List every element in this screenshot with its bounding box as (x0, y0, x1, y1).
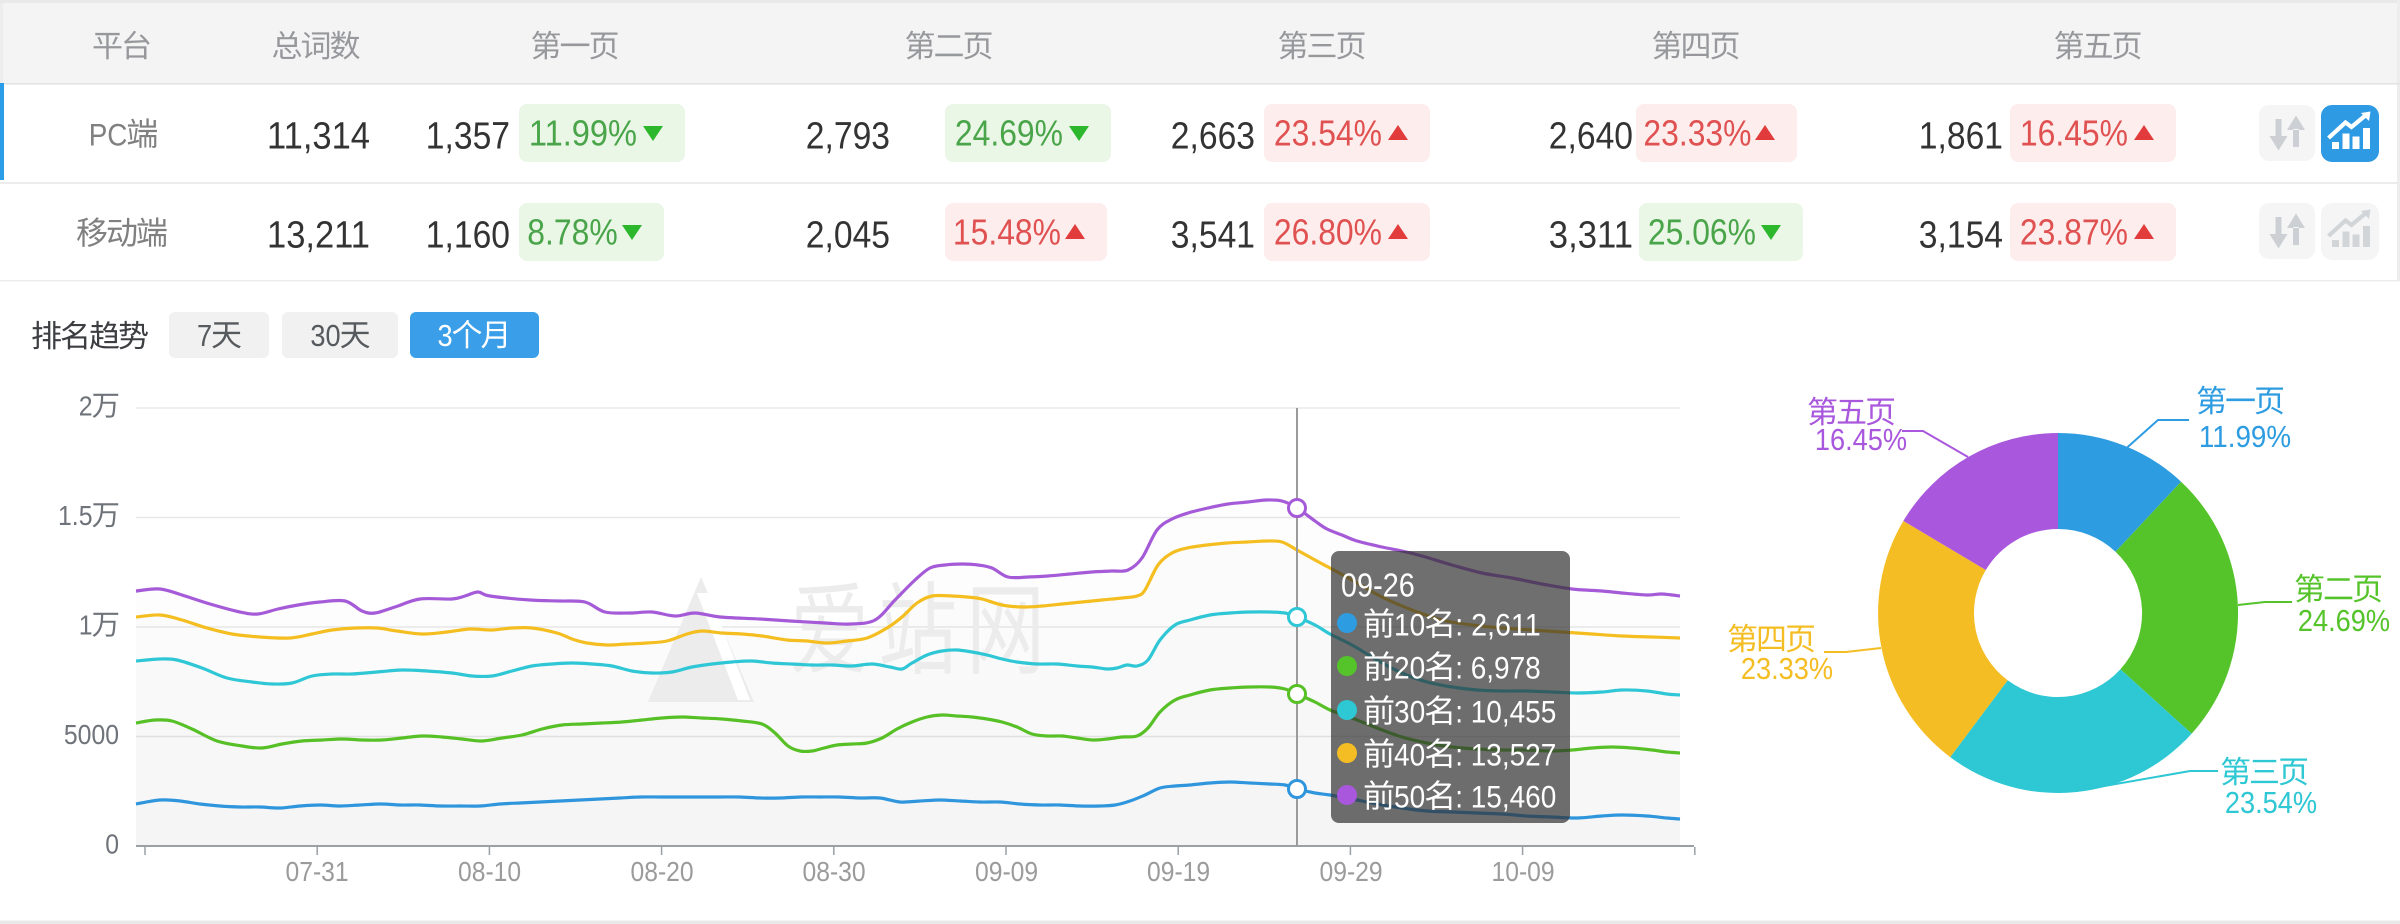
svg-text:3,541: 3,541 (1171, 214, 1255, 257)
svg-text:7: 7 (197, 318, 212, 353)
svg-text:: 10,455: : 10,455 (1455, 693, 1556, 729)
svg-text:30: 30 (1394, 693, 1425, 729)
svg-text:09-29: 09-29 (1320, 856, 1383, 887)
svg-text:PC: PC (89, 116, 128, 152)
svg-text:2,640: 2,640 (1549, 115, 1633, 158)
svg-text:16.45%: 16.45% (2020, 112, 2128, 153)
svg-text:10-09: 10-09 (1492, 856, 1555, 887)
svg-text:11.99%: 11.99% (529, 112, 637, 153)
svg-text:1,160: 1,160 (426, 214, 510, 257)
svg-text:23.54%: 23.54% (1274, 112, 1382, 153)
svg-text:23.33%: 23.33% (1741, 651, 1833, 686)
svg-text:08-30: 08-30 (803, 856, 866, 887)
svg-text:16.45%: 16.45% (1815, 422, 1907, 457)
svg-text:50: 50 (1394, 778, 1425, 814)
svg-text:3: 3 (438, 318, 453, 353)
svg-text:08-20: 08-20 (631, 856, 694, 887)
svg-text:25.06%: 25.06% (1648, 211, 1756, 252)
svg-text:07-31: 07-31 (286, 856, 349, 887)
svg-text:1: 1 (79, 610, 93, 641)
svg-text:0: 0 (105, 829, 119, 860)
svg-text:2,793: 2,793 (806, 115, 890, 158)
svg-text:: 13,527: : 13,527 (1455, 736, 1556, 772)
svg-text:24.69%: 24.69% (955, 112, 1063, 153)
svg-text:08-10: 08-10 (458, 856, 521, 887)
svg-text:3,311: 3,311 (1549, 214, 1633, 257)
svg-text:2: 2 (79, 391, 93, 422)
svg-text:23.54%: 23.54% (2225, 785, 2317, 820)
svg-text:2,045: 2,045 (806, 214, 890, 257)
svg-text:1.5: 1.5 (58, 500, 93, 531)
svg-text:1,357: 1,357 (426, 115, 510, 158)
svg-text:24.69%: 24.69% (2298, 603, 2390, 638)
svg-text:1,861: 1,861 (1919, 115, 2003, 158)
svg-text:40: 40 (1394, 736, 1425, 772)
svg-text:09-19: 09-19 (1147, 856, 1210, 887)
svg-text:11,314: 11,314 (267, 115, 370, 158)
svg-text:8.78%: 8.78% (527, 211, 617, 252)
svg-text:23.33%: 23.33% (1643, 112, 1751, 153)
svg-text:15.48%: 15.48% (953, 211, 1061, 252)
svg-text:: 6,978: : 6,978 (1455, 649, 1541, 685)
svg-text:30: 30 (310, 318, 340, 353)
svg-text:11.99%: 11.99% (2199, 419, 2291, 454)
svg-text:20: 20 (1394, 649, 1425, 685)
svg-text:2,663: 2,663 (1171, 115, 1255, 158)
svg-text:10: 10 (1394, 606, 1425, 642)
svg-text:09-26: 09-26 (1341, 567, 1415, 604)
svg-text:: 2,611: : 2,611 (1455, 606, 1541, 642)
svg-text:5000: 5000 (64, 719, 119, 750)
svg-text:26.80%: 26.80% (1274, 211, 1382, 252)
svg-text:: 15,460: : 15,460 (1455, 778, 1556, 814)
svg-text:3,154: 3,154 (1919, 214, 2003, 257)
svg-text:09-09: 09-09 (975, 856, 1038, 887)
svg-text:23.87%: 23.87% (2020, 211, 2128, 252)
svg-text:13,211: 13,211 (267, 214, 370, 257)
